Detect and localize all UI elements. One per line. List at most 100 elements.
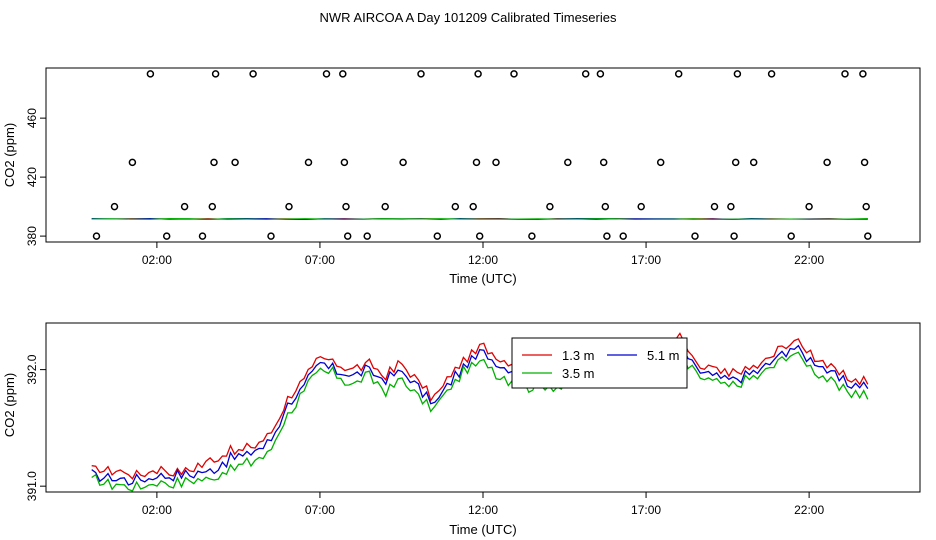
scatter-point: [249, 70, 257, 78]
scatter-point: [92, 232, 101, 240]
scatter-point: [211, 70, 220, 78]
legend-label-3-5m: 3.5 m: [562, 366, 595, 381]
top-x-tick-label: 17:00: [631, 253, 661, 267]
top-points-layer: [92, 70, 872, 240]
scatter-point: [862, 202, 870, 211]
top-x-axis-label: Time (UTC): [449, 271, 516, 286]
scatter-point: [637, 202, 645, 211]
scatter-point: [110, 202, 119, 211]
scatter-point: [510, 70, 518, 78]
scatter-point: [727, 202, 735, 211]
scatter-point: [342, 202, 350, 211]
scatter-point: [285, 202, 293, 211]
top-x-tick-label: 22:00: [794, 253, 824, 267]
scatter-point: [733, 70, 742, 78]
top-y-tick-label: 420: [25, 167, 39, 187]
scatter-point: [767, 70, 776, 78]
legend: 1.3 m 5.1 m 3.5 m: [511, 337, 688, 389]
scatter-point: [128, 158, 137, 167]
bottom-series-layer: [91, 332, 869, 492]
scatter-point: [864, 232, 872, 240]
scatter-point: [691, 232, 699, 240]
scatter-point: [451, 202, 460, 211]
scatter-point: [363, 232, 371, 240]
top-x-tick-label: 02:00: [142, 253, 172, 267]
scatter-point: [399, 158, 407, 167]
legend-box: [511, 337, 688, 389]
scatter-point: [731, 158, 740, 167]
scatter-point: [749, 158, 758, 167]
top-x-tick-label: 12:00: [468, 253, 498, 267]
top-plot-frame: [45, 67, 921, 243]
scatter-point: [823, 158, 831, 167]
scatter-point: [596, 70, 605, 78]
top-y-axis: 380 420 460: [25, 108, 46, 246]
scatter-point: [146, 70, 155, 78]
scatter-point: [564, 158, 572, 167]
bottom-y-tick-label: 392.0: [25, 354, 39, 384]
scatter-point: [343, 232, 352, 240]
series-line-1-3-m: [91, 332, 869, 480]
scatter-point: [730, 232, 738, 240]
scatter-point: [603, 232, 611, 240]
bottom-y-axis: 391.0 392.0: [25, 354, 46, 501]
scatter-point: [180, 202, 189, 211]
scatter-point: [381, 202, 389, 211]
scatter-point: [546, 202, 554, 211]
bottom-x-tick-label: 22:00: [794, 503, 824, 517]
scatter-point: [339, 70, 347, 78]
top-series-layer: [91, 218, 868, 220]
scatter-point: [492, 158, 500, 167]
scatter-point: [787, 232, 795, 240]
top-y-tick-label: 460: [25, 108, 39, 128]
bottom-x-tick-label: 17:00: [631, 503, 661, 517]
series-line-3-5-m: [91, 347, 869, 492]
scatter-point: [469, 202, 477, 211]
scatter-point: [231, 158, 239, 167]
series-line-5-1-m: [91, 337, 869, 486]
legend-label-1-3m: 1.3 m: [562, 348, 595, 363]
scatter-point: [417, 70, 425, 78]
scatter-point: [581, 70, 590, 78]
scatter-point: [198, 232, 207, 240]
scatter-point: [860, 158, 869, 167]
bottom-plot-frame: [45, 322, 921, 493]
top-y-tick-label: 380: [25, 226, 39, 246]
scatter-point: [805, 202, 813, 211]
top-series-line-3-5-m: [91, 218, 868, 220]
scatter-point: [599, 158, 608, 167]
top-y-axis-label: CO2 (ppm): [2, 123, 17, 187]
scatter-point: [474, 70, 482, 78]
bottom-y-axis-label: CO2 (ppm): [2, 373, 17, 437]
bottom-x-tick-label: 07:00: [305, 503, 335, 517]
top-x-tick-label: 07:00: [305, 253, 335, 267]
scatter-point: [674, 70, 683, 78]
figure-title: NWR AIRCOA A Day 101209 Calibrated Times…: [320, 10, 617, 25]
bottom-y-tick-label: 391.0: [25, 471, 39, 501]
scatter-point: [619, 232, 627, 240]
scatter-point: [162, 232, 171, 240]
top-panel: 02:00 07:00 12:00 17:00 22:00 380 420 460 Time…: [2, 67, 921, 286]
scatter-point: [210, 158, 218, 167]
scatter-point: [208, 202, 217, 211]
scatter-point: [340, 158, 349, 167]
bottom-panel: 02:00 07:00 12:00 17:00 22:00 391.0 392.0 1.3…: [2, 322, 921, 537]
scatter-point: [656, 158, 665, 167]
scatter-point: [472, 158, 481, 167]
scatter-point: [322, 70, 331, 78]
scatter-point: [710, 202, 719, 211]
scatter-point: [859, 70, 867, 78]
bottom-x-tick-label: 12:00: [468, 503, 498, 517]
legend-label-5-1m: 5.1 m: [647, 348, 680, 363]
scatter-point: [528, 232, 536, 240]
bottom-x-tick-label: 02:00: [142, 503, 172, 517]
scatter-point: [304, 158, 313, 167]
scatter-point: [267, 232, 275, 240]
scatter-point: [601, 202, 610, 211]
scatter-point: [475, 232, 484, 240]
bottom-x-axis-label: Time (UTC): [449, 522, 516, 537]
scatter-point: [433, 232, 442, 240]
top-x-axis: 02:00 07:00 12:00 17:00 22:00: [142, 242, 824, 267]
bottom-x-axis: 02:00 07:00 12:00 17:00 22:00: [142, 492, 824, 517]
